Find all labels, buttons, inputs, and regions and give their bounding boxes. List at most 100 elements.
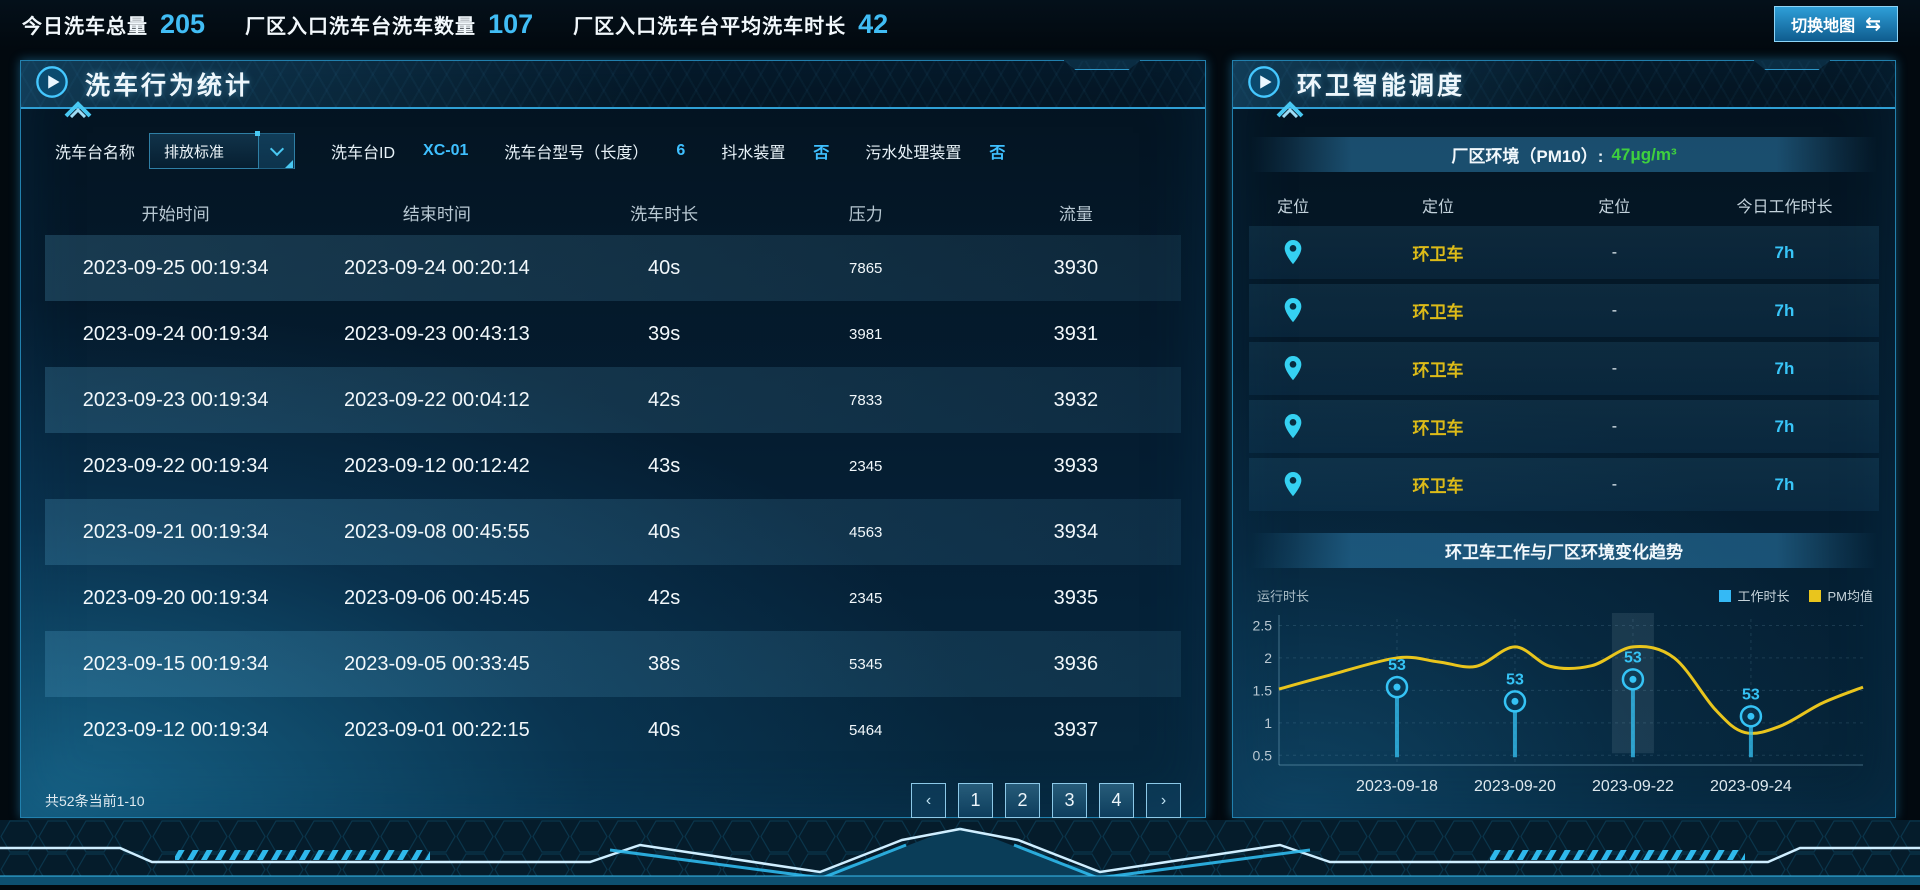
panel-title: 环卫智能调度 [1297, 66, 1465, 102]
stat-value: 107 [488, 9, 533, 40]
dispatch-table: 定位 定位 定位 今日工作时长 环卫车 - 7h [1249, 184, 1879, 511]
location-pin-icon[interactable] [1249, 239, 1337, 266]
chart-title-banner: 环卫车工作与厂区环境变化趋势 [1251, 533, 1877, 568]
legend-item: 工作时长 [1719, 586, 1789, 605]
page-button-1[interactable]: 1 [958, 783, 993, 818]
cell-flow: 3934 [971, 521, 1181, 544]
table-row: 环卫车 - 7h [1249, 458, 1879, 511]
cell-flow: 3935 [971, 587, 1181, 610]
location-pin-icon[interactable] [1249, 297, 1337, 324]
switch-map-label: 切换地图 [1791, 12, 1855, 36]
col-flow: 流量 [971, 200, 1181, 225]
cell-flow: 3930 [971, 257, 1181, 280]
col-locate-2: 定位 [1337, 193, 1539, 217]
wash-panel-header: 洗车行为统计 [21, 61, 1205, 109]
model-label: 洗车台型号（长度） [504, 139, 648, 163]
cell-flow: 3936 [971, 653, 1181, 676]
chevron-decoration-icon [61, 98, 95, 123]
top-stats-bar: 今日洗车总量 205 厂区入口洗车台洗车数量 107 厂区入口洗车台平均洗车时长… [0, 0, 1920, 48]
env-pm10-banner: 厂区环境（PM10）: 47μg/m³ [1251, 137, 1877, 172]
chevron-down-icon[interactable] [258, 133, 294, 169]
table-row: 2023-09-15 00:19:34 2023-09-05 00:33:45 … [45, 631, 1181, 697]
cell-duration: 42s [568, 587, 761, 610]
chart-legend: 工作时长 PM均值 [1699, 586, 1873, 605]
table-row: 环卫车 - 7h [1249, 226, 1879, 279]
dispatch-table-body: 环卫车 - 7h 环卫车 - 7h [1249, 226, 1879, 511]
legend-item: PM均值 [1809, 586, 1873, 605]
wash-behavior-panel: 洗车行为统计 洗车台名称 排放标准 洗车台ID XC-01 洗车台型号（长度） … [20, 60, 1206, 818]
location-pin-icon[interactable] [1249, 471, 1337, 498]
svg-text:1.5: 1.5 [1253, 682, 1273, 698]
table-row: 环卫车 - 7h [1249, 342, 1879, 395]
stat-label: 厂区入口洗车台平均洗车时长 [573, 10, 846, 39]
env-value: 47μg/m³ [1611, 145, 1676, 165]
col-duration: 洗车时长 [568, 200, 761, 225]
stat-value: 205 [160, 9, 205, 40]
cell-duration: 40s [568, 521, 761, 544]
station-id-label: 洗车台ID [331, 139, 395, 163]
chart-y-axis-title: 运行时长 [1257, 586, 1309, 605]
col-end-time: 结束时间 [306, 200, 567, 225]
env-label: 厂区环境（PM10）: [1451, 142, 1603, 167]
stat-label: 今日洗车总量 [22, 10, 148, 39]
stat-label: 厂区入口洗车台洗车数量 [245, 10, 476, 39]
svg-text:0.5: 0.5 [1253, 747, 1273, 763]
cell-end-time: 2023-09-22 00:04:12 [306, 389, 567, 412]
switch-map-button[interactable]: 切换地图 ⇆ [1774, 6, 1898, 42]
col-locate-3: 定位 [1539, 193, 1690, 217]
cell-duration: 40s [568, 719, 761, 742]
decorative-footer [0, 820, 1920, 885]
page-button-3[interactable]: 3 [1052, 783, 1087, 818]
table-row: 2023-09-22 00:19:34 2023-09-12 00:12:42 … [45, 433, 1181, 499]
cell-duration: 38s [568, 653, 761, 676]
cell-vehicle-name: 环卫车 [1337, 298, 1539, 323]
prev-page-button[interactable]: ‹ [911, 783, 946, 818]
cell-end-time: 2023-09-12 00:12:42 [306, 455, 567, 478]
chart-top-row: 运行时长 工作时长 PM均值 [1241, 576, 1887, 607]
cell-end-time: 2023-09-08 00:45:55 [306, 521, 567, 544]
table-row: 环卫车 - 7h [1249, 400, 1879, 453]
svg-text:53: 53 [1742, 686, 1760, 703]
cell-vehicle-name: 环卫车 [1337, 356, 1539, 381]
svg-text:2023-09-18: 2023-09-18 [1356, 778, 1438, 795]
page-button-4[interactable]: 4 [1099, 783, 1134, 818]
svg-text:2023-09-22: 2023-09-22 [1592, 778, 1674, 795]
cell-pressure: 7833 [761, 392, 971, 409]
select-value: 排放标准 [150, 141, 224, 162]
cell-pressure: 5345 [761, 656, 971, 673]
location-pin-icon[interactable] [1249, 355, 1337, 382]
cell-end-time: 2023-09-01 00:22:15 [306, 719, 567, 742]
location-pin-icon[interactable] [1249, 413, 1337, 440]
cell-pressure: 7865 [761, 260, 971, 277]
page-button-2[interactable]: 2 [1005, 783, 1040, 818]
table-row: 环卫车 - 7h [1249, 284, 1879, 337]
model-value: 6 [676, 142, 685, 160]
cell-pressure: 2345 [761, 590, 971, 607]
station-name-select[interactable]: 排放标准 [149, 133, 295, 169]
wash-table: 开始时间 结束时间 洗车时长 压力 流量 2023-09-25 00:19:34… [45, 189, 1181, 763]
cell-pressure: 3981 [761, 326, 971, 343]
cell-vehicle-name: 环卫车 [1337, 240, 1539, 265]
next-page-button[interactable]: › [1146, 783, 1181, 818]
swap-arrows-icon: ⇆ [1865, 13, 1881, 36]
cell-start-time: 2023-09-23 00:19:34 [45, 389, 306, 412]
col-work-hours: 今日工作时长 [1690, 193, 1879, 217]
wash-filters: 洗车台名称 排放标准 洗车台ID XC-01 洗车台型号（长度） 6 抖水装置 … [55, 133, 1205, 169]
cell-work-hours: 7h [1690, 475, 1879, 495]
cell-end-time: 2023-09-05 00:33:45 [306, 653, 567, 676]
table-row: 2023-09-24 00:19:34 2023-09-23 00:43:13 … [45, 301, 1181, 367]
sewage-device-label: 污水处理装置 [865, 139, 961, 163]
stat-value: 42 [858, 9, 888, 40]
table-row: 2023-09-21 00:19:34 2023-09-08 00:45:55 … [45, 499, 1181, 565]
pagination: 共52条当前1-10 ‹ 1 2 3 4 › [45, 783, 1181, 818]
cell-locate-dash: - [1539, 360, 1690, 378]
cell-work-hours: 7h [1690, 359, 1879, 379]
table-row: 2023-09-20 00:19:34 2023-09-06 00:45:45 … [45, 565, 1181, 631]
svg-text:2.5: 2.5 [1253, 617, 1273, 633]
cell-end-time: 2023-09-24 00:20:14 [306, 257, 567, 280]
cell-flow: 3937 [971, 719, 1181, 742]
cell-end-time: 2023-09-23 00:43:13 [306, 323, 567, 346]
cell-duration: 40s [568, 257, 761, 280]
cell-start-time: 2023-09-22 00:19:34 [45, 455, 306, 478]
